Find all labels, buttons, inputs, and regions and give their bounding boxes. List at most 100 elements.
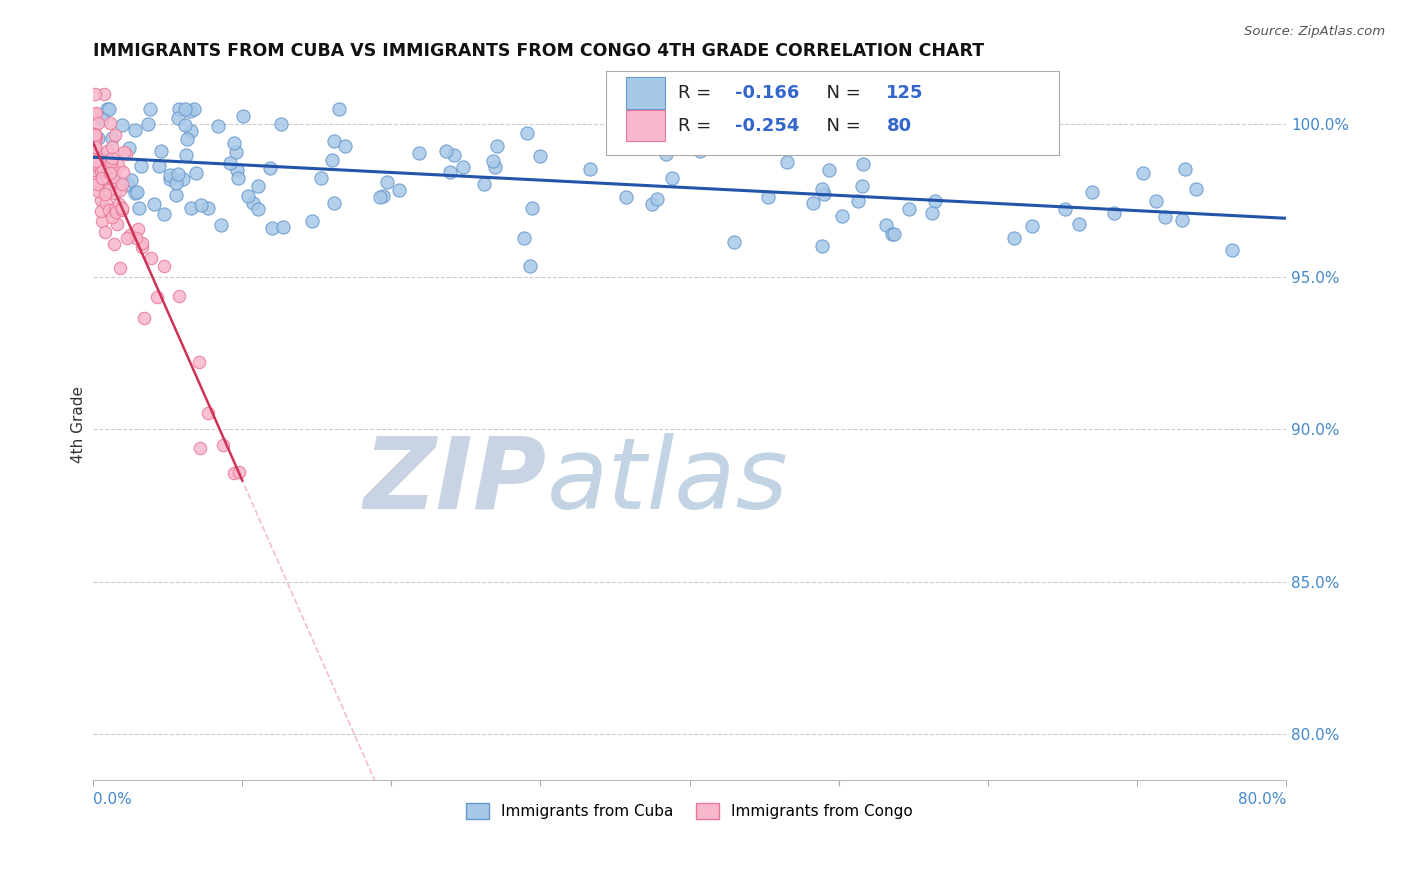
Point (661, 171, 683, 186)
Point (159, 169, 181, 183)
Point (96, 160, 118, 174)
Point (107, 217, 129, 231)
Point (831, 209, 853, 223)
Point (851, 178, 873, 193)
Point (875, 218, 897, 232)
Point (86, 129, 108, 144)
Point (668, 124, 690, 138)
Point (167, 102, 190, 116)
Point (84, 176, 107, 190)
Point (139, 102, 162, 116)
Text: R =: R = (678, 84, 717, 102)
Point (87, 153, 110, 167)
Point (153, 260, 176, 274)
Point (520, 201, 543, 215)
Point (222, 136, 245, 150)
Point (127, 185, 149, 199)
Point (1002, 231, 1025, 245)
Point (375, 175, 398, 189)
Point (118, 141, 141, 155)
Point (84, 170, 107, 185)
Point (236, 189, 259, 203)
Point (83, 106, 105, 120)
Point (83, 140, 105, 154)
Point (259, 161, 281, 176)
Point (124, 122, 146, 136)
Point (127, 222, 149, 236)
Point (333, 139, 356, 153)
Point (228, 465, 250, 479)
Text: 80: 80 (886, 117, 911, 135)
Point (434, 144, 457, 158)
Point (96, 102, 118, 116)
Point (1067, 217, 1090, 231)
Point (97, 161, 120, 176)
Point (1154, 210, 1177, 224)
Point (90, 164, 112, 178)
Point (124, 186, 146, 201)
Point (87, 184, 110, 198)
Point (370, 189, 392, 203)
Point (188, 442, 211, 456)
Point (90, 193, 112, 207)
Point (90, 171, 112, 186)
FancyBboxPatch shape (606, 71, 1059, 155)
Point (818, 163, 841, 178)
Point (640, 197, 662, 211)
Point (89, 160, 111, 174)
Point (852, 157, 875, 171)
Point (209, 219, 232, 233)
Point (107, 158, 129, 172)
Point (97, 102, 120, 116)
Point (371, 189, 394, 203)
Point (519, 259, 541, 273)
Point (883, 227, 905, 241)
Point (1102, 205, 1125, 219)
Point (388, 183, 411, 197)
Point (222, 466, 245, 480)
Point (225, 145, 247, 160)
Point (232, 110, 254, 124)
Point (83, 144, 105, 158)
Point (111, 118, 134, 132)
Point (131, 240, 153, 254)
Point (91, 172, 114, 186)
Point (83, 132, 105, 146)
Point (120, 172, 142, 186)
Point (83, 136, 105, 151)
Text: 80.0%: 80.0% (1237, 792, 1286, 806)
Point (260, 221, 283, 235)
Point (94, 225, 117, 239)
Point (93, 186, 115, 201)
Point (111, 165, 134, 179)
Text: IMMIGRANTS FROM CUBA VS IMMIGRANTS FROM CONGO 4TH GRADE CORRELATION CHART: IMMIGRANTS FROM CUBA VS IMMIGRANTS FROM … (93, 42, 984, 60)
Point (614, 190, 637, 204)
Point (813, 186, 835, 201)
Point (309, 170, 332, 185)
Point (165, 187, 187, 202)
Point (93, 87, 115, 101)
Point (101, 131, 124, 145)
Point (803, 130, 825, 145)
Point (472, 177, 495, 191)
Point (516, 126, 538, 140)
Point (188, 355, 211, 369)
Point (921, 205, 943, 219)
Point (323, 134, 346, 148)
Text: N =: N = (815, 84, 866, 102)
Point (128, 201, 150, 215)
Point (186, 166, 208, 180)
Point (1021, 219, 1043, 233)
Text: ZIP: ZIP (363, 433, 547, 530)
Point (87, 147, 110, 161)
Point (83, 127, 105, 141)
Point (125, 231, 148, 245)
Point (101, 140, 124, 154)
Point (1220, 243, 1243, 257)
Point (408, 146, 430, 161)
Point (513, 231, 536, 245)
FancyBboxPatch shape (626, 110, 665, 141)
Point (86, 178, 108, 192)
Point (83, 156, 105, 170)
Point (270, 117, 292, 131)
